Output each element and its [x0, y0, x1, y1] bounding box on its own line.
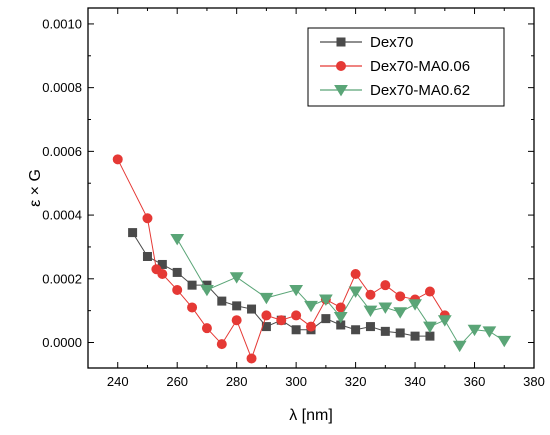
- data-point: [350, 269, 361, 280]
- x-tick-label: 380: [523, 374, 545, 389]
- data-point: [157, 269, 168, 280]
- data-point: [321, 314, 331, 324]
- data-point: [365, 289, 376, 300]
- data-point: [247, 304, 257, 314]
- legend: Dex70 Dex70-MA0.06 Dex70-MA0.62: [307, 27, 505, 107]
- series-3: [170, 233, 512, 353]
- data-point: [229, 272, 244, 284]
- data-point: [201, 323, 212, 334]
- data-point: [172, 267, 182, 277]
- data-point: [437, 315, 452, 327]
- data-point: [333, 312, 348, 324]
- y-tick-label: 0.0002: [42, 271, 82, 286]
- data-point: [380, 326, 390, 336]
- series-layer: [112, 154, 512, 364]
- data-point: [112, 154, 123, 165]
- data-point: [217, 296, 227, 306]
- y-tick-label: 0.0006: [42, 144, 82, 159]
- plot-frame: [87, 7, 535, 369]
- data-point: [291, 310, 302, 321]
- data-point: [276, 315, 287, 326]
- data-point: [425, 331, 435, 341]
- series-2: [112, 154, 450, 364]
- data-point: [172, 284, 183, 295]
- data-point: [378, 302, 393, 314]
- x-tick-label: 340: [404, 374, 426, 389]
- y-axis-title: ε × G: [27, 169, 44, 207]
- data-point: [423, 321, 437, 333]
- x-tick-label: 360: [464, 374, 486, 389]
- x-tick-label: 280: [226, 374, 248, 389]
- data-point: [335, 302, 346, 313]
- data-point: [289, 284, 304, 297]
- legend-marker: [336, 37, 346, 47]
- legend-label: Dex70: [370, 34, 413, 51]
- legend-marker: [334, 85, 348, 97]
- data-point: [232, 301, 242, 311]
- x-axis-title: λ [nm]: [289, 407, 333, 424]
- data-point: [497, 335, 512, 348]
- data-point: [452, 340, 467, 353]
- data-point: [380, 280, 391, 291]
- axes: 240 260 280 300 320 340 360 380 0.0000 0.0002 0.00…: [27, 7, 545, 424]
- data-point: [291, 325, 301, 335]
- data-point: [318, 294, 333, 306]
- data-point: [482, 326, 497, 338]
- data-point: [348, 286, 363, 298]
- data-point: [410, 331, 420, 341]
- legend-marker: [336, 61, 346, 71]
- data-point: [246, 353, 257, 364]
- x-tick-label: 320: [345, 374, 367, 389]
- data-point: [170, 233, 185, 246]
- data-point: [408, 299, 422, 311]
- data-point: [187, 302, 198, 313]
- data-point: [187, 280, 197, 290]
- y-tick-label: 0.0000: [42, 335, 82, 350]
- data-point: [304, 300, 318, 313]
- data-point: [157, 259, 167, 269]
- data-point: [200, 284, 214, 297]
- data-point: [142, 213, 153, 224]
- data-point: [424, 286, 435, 297]
- data-point: [467, 324, 482, 337]
- x-tick-label: 240: [107, 374, 129, 389]
- data-point: [395, 328, 405, 338]
- data-point: [231, 315, 242, 326]
- x-tick-label: 260: [166, 374, 188, 389]
- data-point: [128, 228, 138, 238]
- x-tick-label: 300: [285, 374, 307, 389]
- y-tick-label: 0.0008: [42, 80, 82, 95]
- data-point: [259, 292, 274, 305]
- legend-label: Dex70-MA0.62: [370, 82, 470, 99]
- data-point: [306, 321, 316, 332]
- data-point: [365, 322, 375, 332]
- data-point: [395, 291, 406, 302]
- legend-label: Dex70-MA0.06: [370, 58, 470, 75]
- data-point: [351, 325, 361, 335]
- data-point: [363, 305, 378, 318]
- data-point: [142, 251, 152, 261]
- y-tick-label: 0.0004: [42, 208, 82, 223]
- data-point: [216, 339, 227, 350]
- y-tick-label: 0.0010: [42, 16, 82, 31]
- data-point: [393, 307, 408, 319]
- data-point: [261, 310, 272, 321]
